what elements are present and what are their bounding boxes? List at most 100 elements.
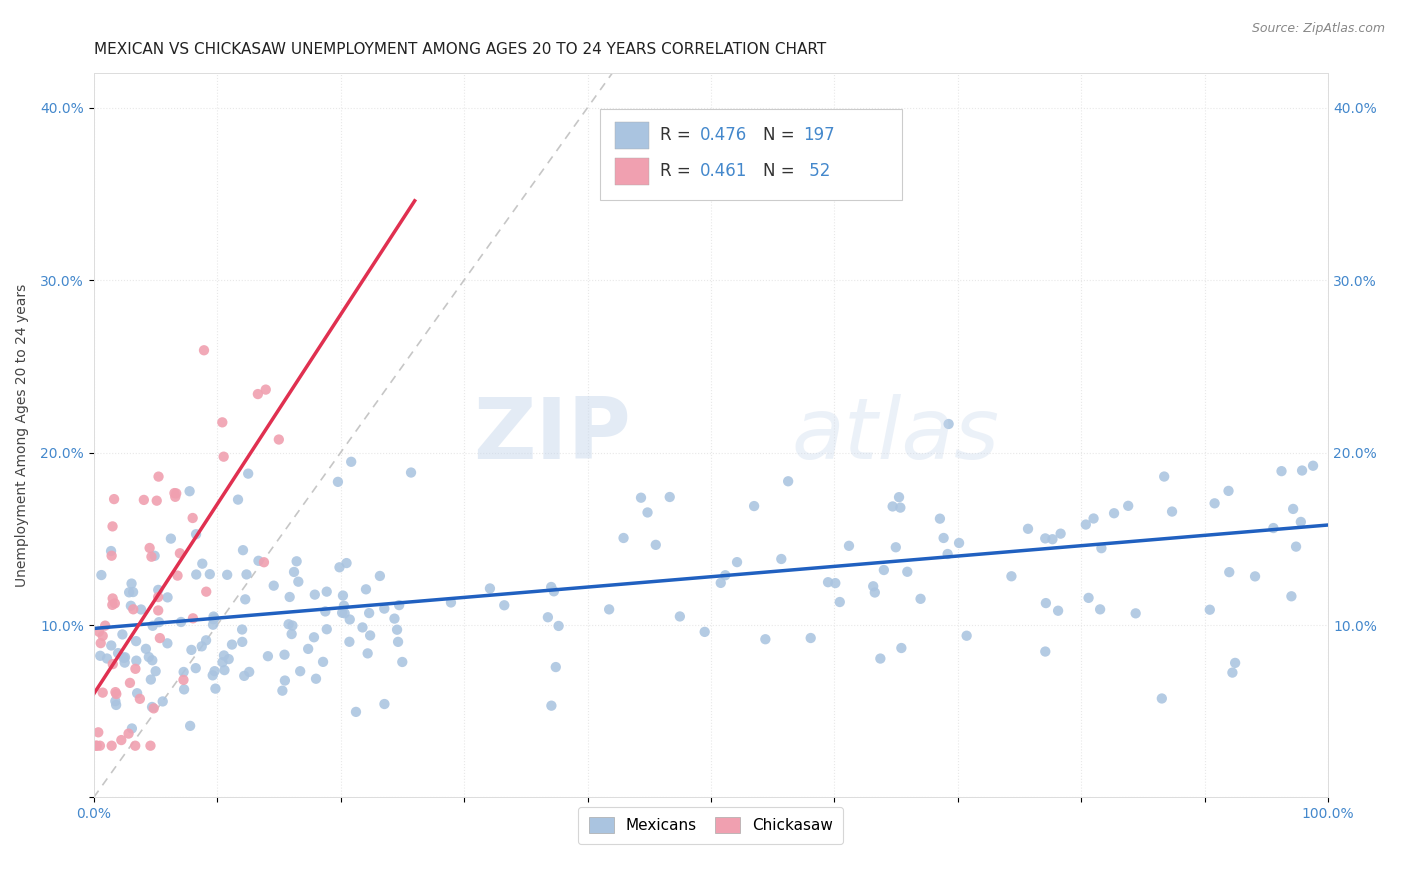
Point (478, 582, 501, 596)
Point (221, 638, 243, 652)
Text: 0.476: 0.476 (700, 126, 747, 144)
Point (107, 646, 129, 660)
Point (233, 592, 256, 607)
Point (1150, 691, 1173, 706)
Point (770, 552, 793, 566)
Point (212, 450, 235, 464)
Point (104, 694, 127, 708)
Point (124, 662, 146, 676)
Point (399, 466, 422, 480)
Point (105, 687, 128, 701)
Point (387, 635, 409, 649)
Point (339, 635, 361, 649)
Point (211, 415, 233, 429)
Point (145, 493, 167, 508)
Point (778, 475, 800, 489)
Point (169, 546, 191, 560)
Point (385, 623, 408, 637)
Point (315, 584, 337, 599)
Point (537, 610, 560, 624)
Point (212, 648, 235, 663)
Point (938, 417, 960, 431)
Point (352, 620, 374, 634)
Point (1291, 463, 1313, 477)
Point (105, 698, 128, 712)
Point (1125, 607, 1147, 621)
Point (339, 612, 361, 626)
Point (693, 624, 716, 639)
Text: R =: R = (661, 162, 696, 180)
Point (121, 722, 143, 736)
Point (218, 652, 240, 666)
Point (246, 387, 269, 401)
Point (388, 598, 411, 612)
Point (540, 580, 562, 594)
Point (863, 585, 886, 599)
Point (824, 576, 846, 591)
Point (929, 511, 952, 525)
Point (271, 683, 294, 698)
Point (333, 599, 356, 613)
Point (96, 651, 118, 665)
Point (121, 576, 143, 591)
Point (287, 574, 309, 589)
Point (540, 698, 562, 713)
Point (340, 455, 363, 469)
Point (274, 673, 297, 688)
Point (231, 635, 253, 649)
Point (956, 629, 979, 643)
Point (598, 602, 620, 616)
Point (149, 631, 172, 645)
Point (238, 467, 260, 481)
Point (90, 568, 112, 582)
Point (1033, 644, 1056, 658)
Point (94, 618, 117, 632)
Point (138, 541, 160, 555)
Point (118, 676, 141, 690)
Point (373, 601, 395, 615)
Point (232, 543, 254, 558)
Point (948, 536, 970, 550)
Point (297, 641, 319, 656)
Point (359, 628, 381, 642)
Point (1263, 521, 1285, 535)
Point (263, 579, 285, 593)
Bar (614, 158, 650, 186)
Point (87, 624, 110, 639)
Point (100, 549, 122, 563)
Point (101, 591, 124, 606)
Point (145, 664, 167, 678)
Point (173, 665, 195, 679)
Point (148, 582, 170, 597)
Point (817, 575, 839, 590)
Point (101, 657, 124, 672)
Point (277, 617, 299, 632)
Point (100, 739, 122, 753)
Point (148, 615, 170, 630)
Point (165, 490, 187, 504)
Point (356, 646, 378, 660)
Point (146, 590, 169, 604)
Point (335, 556, 357, 570)
Point (1218, 483, 1240, 498)
Point (100, 639, 122, 653)
Point (1116, 499, 1139, 513)
Point (186, 567, 208, 582)
Point (828, 595, 851, 609)
Point (644, 538, 666, 552)
Point (214, 663, 236, 677)
Point (238, 665, 260, 679)
Point (193, 343, 215, 358)
Point (710, 575, 733, 590)
Point (612, 531, 634, 545)
Point (1204, 496, 1226, 510)
Point (887, 490, 910, 504)
Point (156, 591, 179, 605)
Point (328, 560, 350, 574)
Point (132, 492, 155, 507)
Point (211, 655, 233, 669)
Point (163, 486, 186, 500)
Point (1282, 502, 1305, 516)
Point (873, 563, 896, 577)
Point (139, 739, 162, 753)
